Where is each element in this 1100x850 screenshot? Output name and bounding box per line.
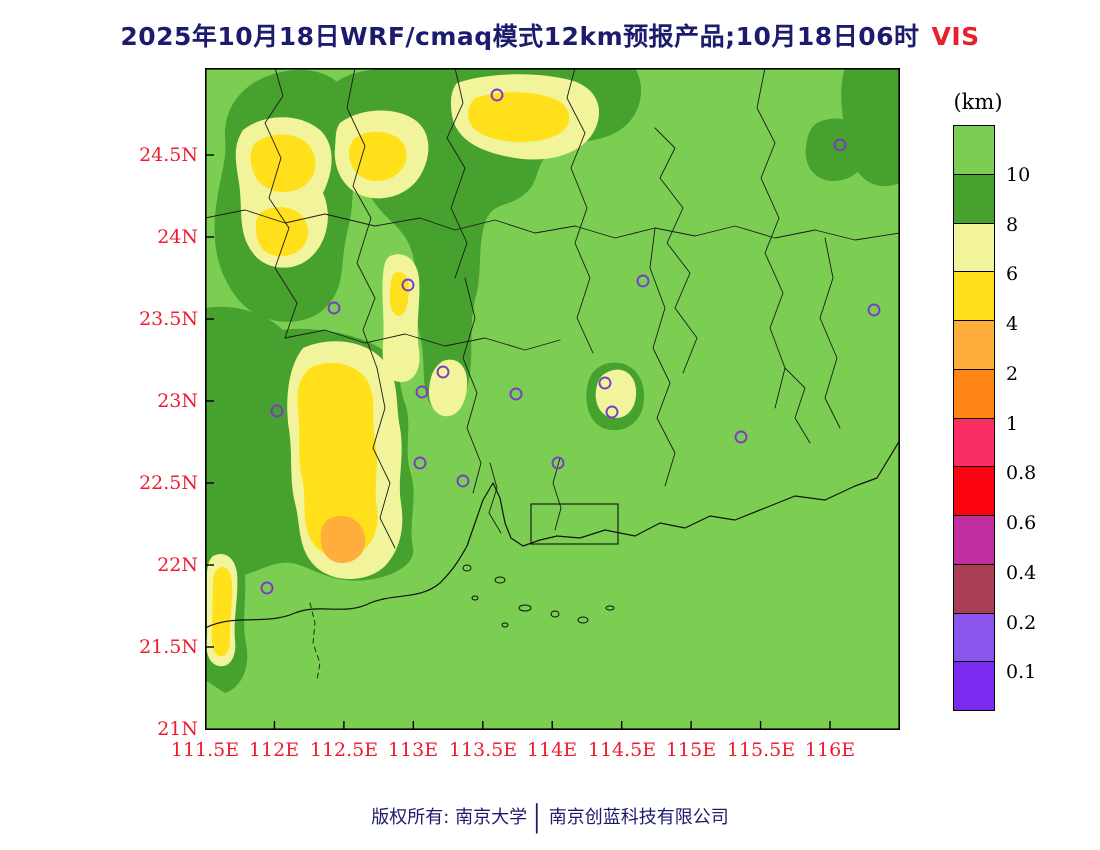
inset-box bbox=[530, 503, 619, 545]
lat-label: 24.5N bbox=[139, 144, 198, 166]
legend-cell bbox=[953, 125, 995, 175]
legend-label: 0.6 bbox=[1006, 512, 1037, 534]
station-marker bbox=[490, 88, 504, 102]
copyright-right: 南京创蓝科技有限公司 bbox=[548, 807, 729, 828]
coastline bbox=[205, 439, 900, 629]
map-frame bbox=[205, 68, 900, 730]
contour-level-2-4 bbox=[320, 515, 366, 564]
lon-label: 112E bbox=[248, 739, 300, 761]
lat-label: 24N bbox=[157, 226, 198, 248]
lon-label: 115E bbox=[665, 739, 717, 761]
county-boundaries bbox=[205, 68, 900, 681]
legend-cell bbox=[953, 515, 995, 565]
legend-cell bbox=[953, 222, 995, 273]
legend-label: 0.4 bbox=[1006, 561, 1037, 584]
legend-label: 0.8 bbox=[1006, 462, 1037, 485]
legend-label: 10 bbox=[1006, 163, 1031, 186]
station-marker bbox=[833, 138, 847, 152]
legend-cell bbox=[953, 612, 995, 663]
forecast-map bbox=[205, 68, 900, 730]
lon-label: 113E bbox=[387, 739, 439, 761]
lat-label: 21N bbox=[157, 718, 198, 740]
title-variable: VIS bbox=[931, 22, 980, 51]
station-marker bbox=[636, 274, 650, 288]
station-marker bbox=[260, 581, 274, 595]
lon-label: 114E bbox=[526, 739, 578, 761]
lon-label: 114.5E bbox=[587, 739, 657, 761]
lat-label: 22N bbox=[157, 554, 198, 576]
lat-label: 23N bbox=[157, 390, 198, 412]
lon-label: 111.5E bbox=[170, 739, 240, 761]
legend-cell bbox=[953, 417, 995, 468]
legend-label: 6 bbox=[1006, 263, 1019, 286]
legend-cell bbox=[953, 320, 995, 370]
station-marker bbox=[456, 474, 470, 488]
station-marker bbox=[509, 387, 523, 401]
copyright-footer: 版权所有: 南京大学 │ 南京创蓝科技有限公司 bbox=[0, 803, 1100, 833]
legend-cell bbox=[953, 271, 995, 321]
title-main: 2025年10月18日WRF/cmaq模式12km预报产品;10月18日06时 bbox=[120, 22, 920, 51]
legend-label: 2 bbox=[1006, 362, 1019, 385]
legend-label: 0.1 bbox=[1006, 661, 1037, 684]
station-marker bbox=[605, 405, 619, 419]
legend-cell bbox=[953, 173, 995, 224]
legend-label: 8 bbox=[1006, 213, 1019, 236]
lon-label: 113.5E bbox=[448, 739, 518, 761]
islands bbox=[462, 564, 615, 628]
legend-label: 0.2 bbox=[1006, 611, 1037, 634]
contour-map-svg bbox=[205, 68, 900, 730]
station-marker bbox=[413, 456, 427, 470]
legend-unit: (km) bbox=[953, 90, 1003, 114]
station-marker bbox=[436, 365, 450, 379]
station-marker bbox=[867, 303, 881, 317]
lon-label: 112.5E bbox=[309, 739, 379, 761]
station-marker bbox=[415, 385, 429, 399]
lon-label: 116E bbox=[804, 739, 856, 761]
lat-label: 23.5N bbox=[139, 308, 198, 330]
station-marker bbox=[598, 376, 612, 390]
legend-label: 4 bbox=[1006, 313, 1019, 335]
station-marker bbox=[327, 301, 341, 315]
legend-cell bbox=[953, 368, 995, 419]
legend-colorbar bbox=[953, 125, 995, 711]
copyright-separator: │ bbox=[530, 803, 546, 832]
legend-cell bbox=[953, 661, 995, 711]
station-markers bbox=[260, 88, 881, 595]
contour-level-4-6 bbox=[211, 92, 570, 657]
station-marker bbox=[270, 404, 284, 418]
station-marker bbox=[401, 278, 415, 292]
legend-cell bbox=[953, 563, 995, 614]
station-marker bbox=[734, 430, 748, 444]
page-title: 2025年10月18日WRF/cmaq模式12km预报产品;10月18日06时 V… bbox=[0, 17, 1100, 53]
legend-label: 1 bbox=[1006, 412, 1019, 435]
lat-label: 22.5N bbox=[139, 472, 198, 494]
lon-label: 115.5E bbox=[726, 739, 796, 761]
lat-label: 21.5N bbox=[139, 636, 198, 658]
station-marker bbox=[551, 456, 565, 470]
copyright-left: 版权所有: 南京大学 bbox=[371, 807, 528, 828]
legend-cell bbox=[953, 466, 995, 516]
